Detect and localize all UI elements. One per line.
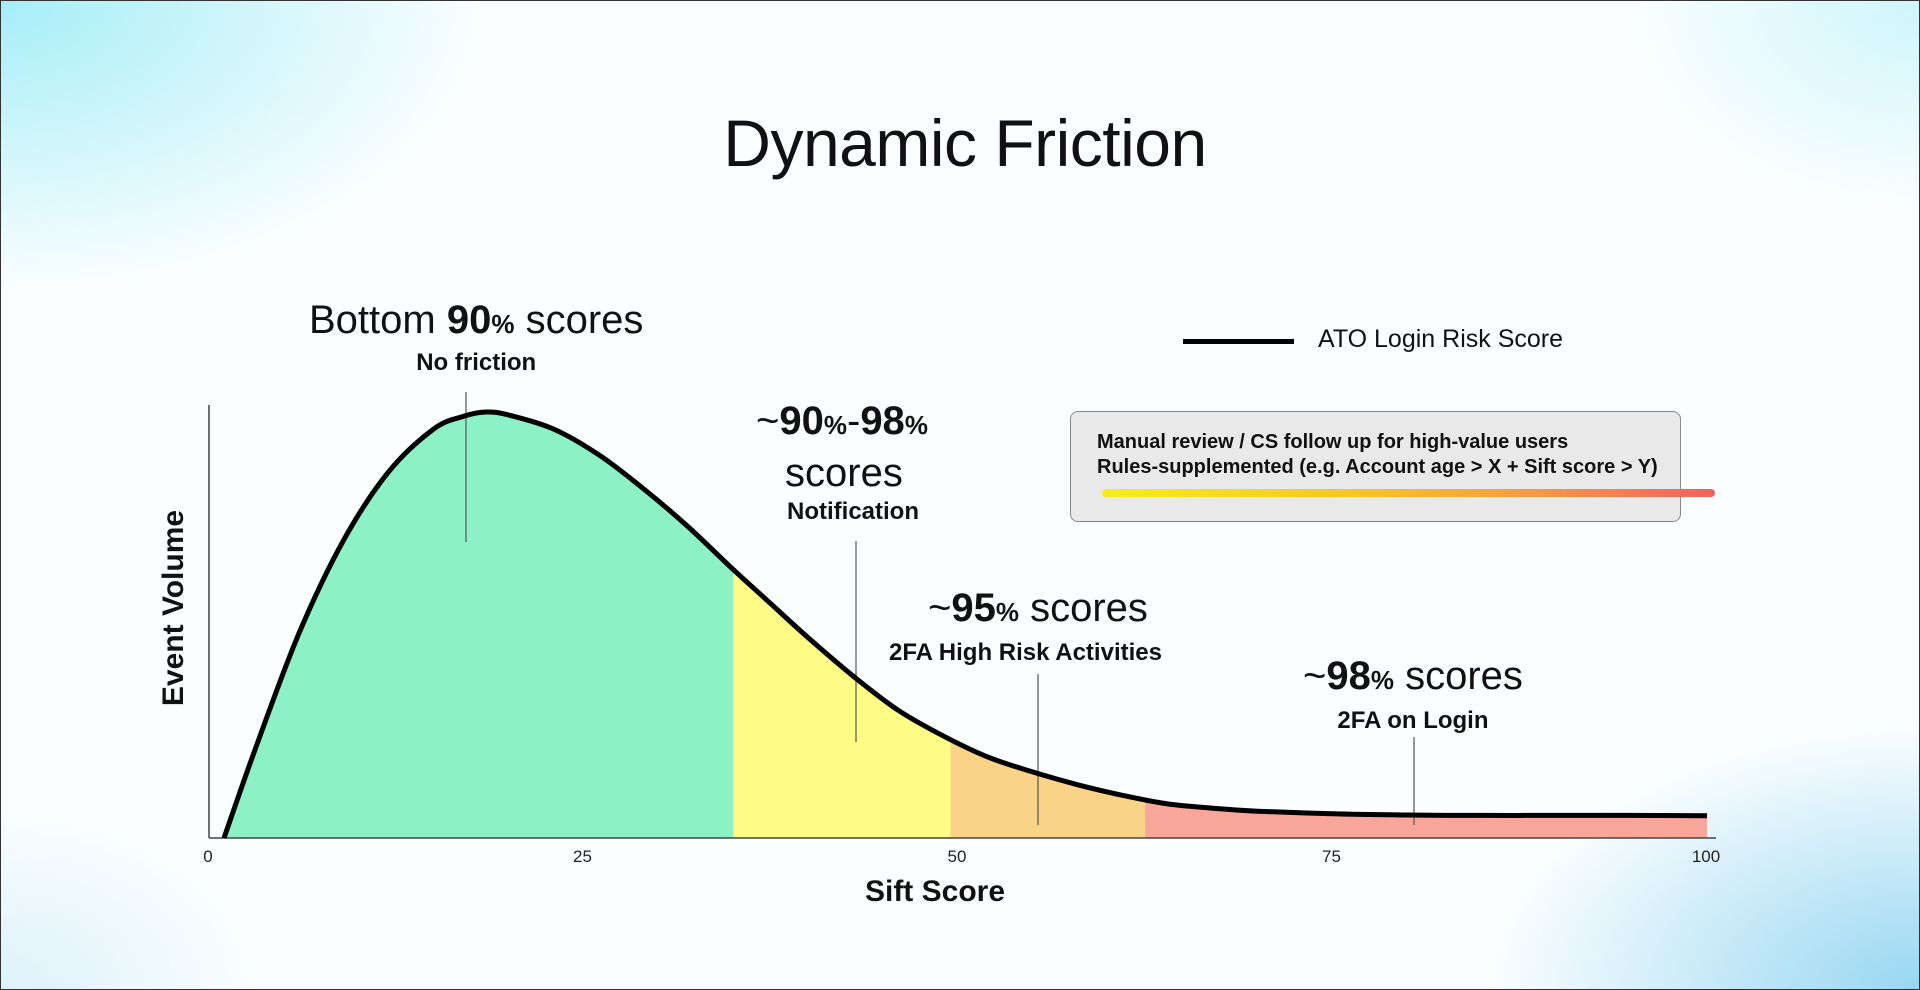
x-tick-label: 50	[947, 847, 967, 866]
annotation-subtitle: Notification	[787, 498, 919, 525]
annotation-heading: ~98% scores	[1303, 654, 1523, 698]
series-line	[221, 409, 1708, 839]
annotation-subtitle: 2FA on Login	[1337, 707, 1489, 734]
risk-gradient-bar	[1102, 489, 1715, 497]
annotation-heading: ~90%-98%	[756, 399, 928, 443]
annotation-heading: Bottom 90% scores	[309, 298, 644, 342]
region-band-0	[224, 411, 734, 838]
x-tick-label: 75	[1322, 847, 1341, 866]
x-tick-label: 0	[203, 847, 213, 866]
annotation-heading-line2: scores	[785, 451, 903, 495]
legend-swatch	[1183, 339, 1294, 344]
x-tick-label: 100	[1691, 847, 1721, 866]
callout-line-2: Rules-supplemented (e.g. Account age > X…	[1097, 456, 1658, 478]
x-tick-label: 25	[573, 847, 592, 866]
annotation-98: ~98% scores 2FA on Login	[1303, 653, 1523, 735]
chart-title: Dynamic Friction	[723, 106, 1207, 180]
annotation-subtitle: No friction	[416, 349, 537, 376]
annotation-subtitle: 2FA High Risk Activities	[889, 639, 1162, 666]
annotation-90-98: ~90%-98% scores Notification	[756, 398, 928, 526]
callout-line-1: Manual review / CS follow up for high-va…	[1097, 431, 1569, 453]
annotation-bottom-90: Bottom 90% scores No friction	[309, 297, 643, 377]
annotation-heading: ~95% scores	[928, 586, 1148, 630]
legend-label: ATO Login Risk Score	[1318, 325, 1564, 353]
manual-review-callout: Manual review / CS follow up for high-va…	[1070, 411, 1715, 522]
y-axis-title: Event Volume	[157, 509, 190, 707]
x-axis-title: Sift Score	[864, 875, 1006, 908]
annotation-95: ~95% scores 2FA High Risk Activities	[889, 585, 1162, 667]
